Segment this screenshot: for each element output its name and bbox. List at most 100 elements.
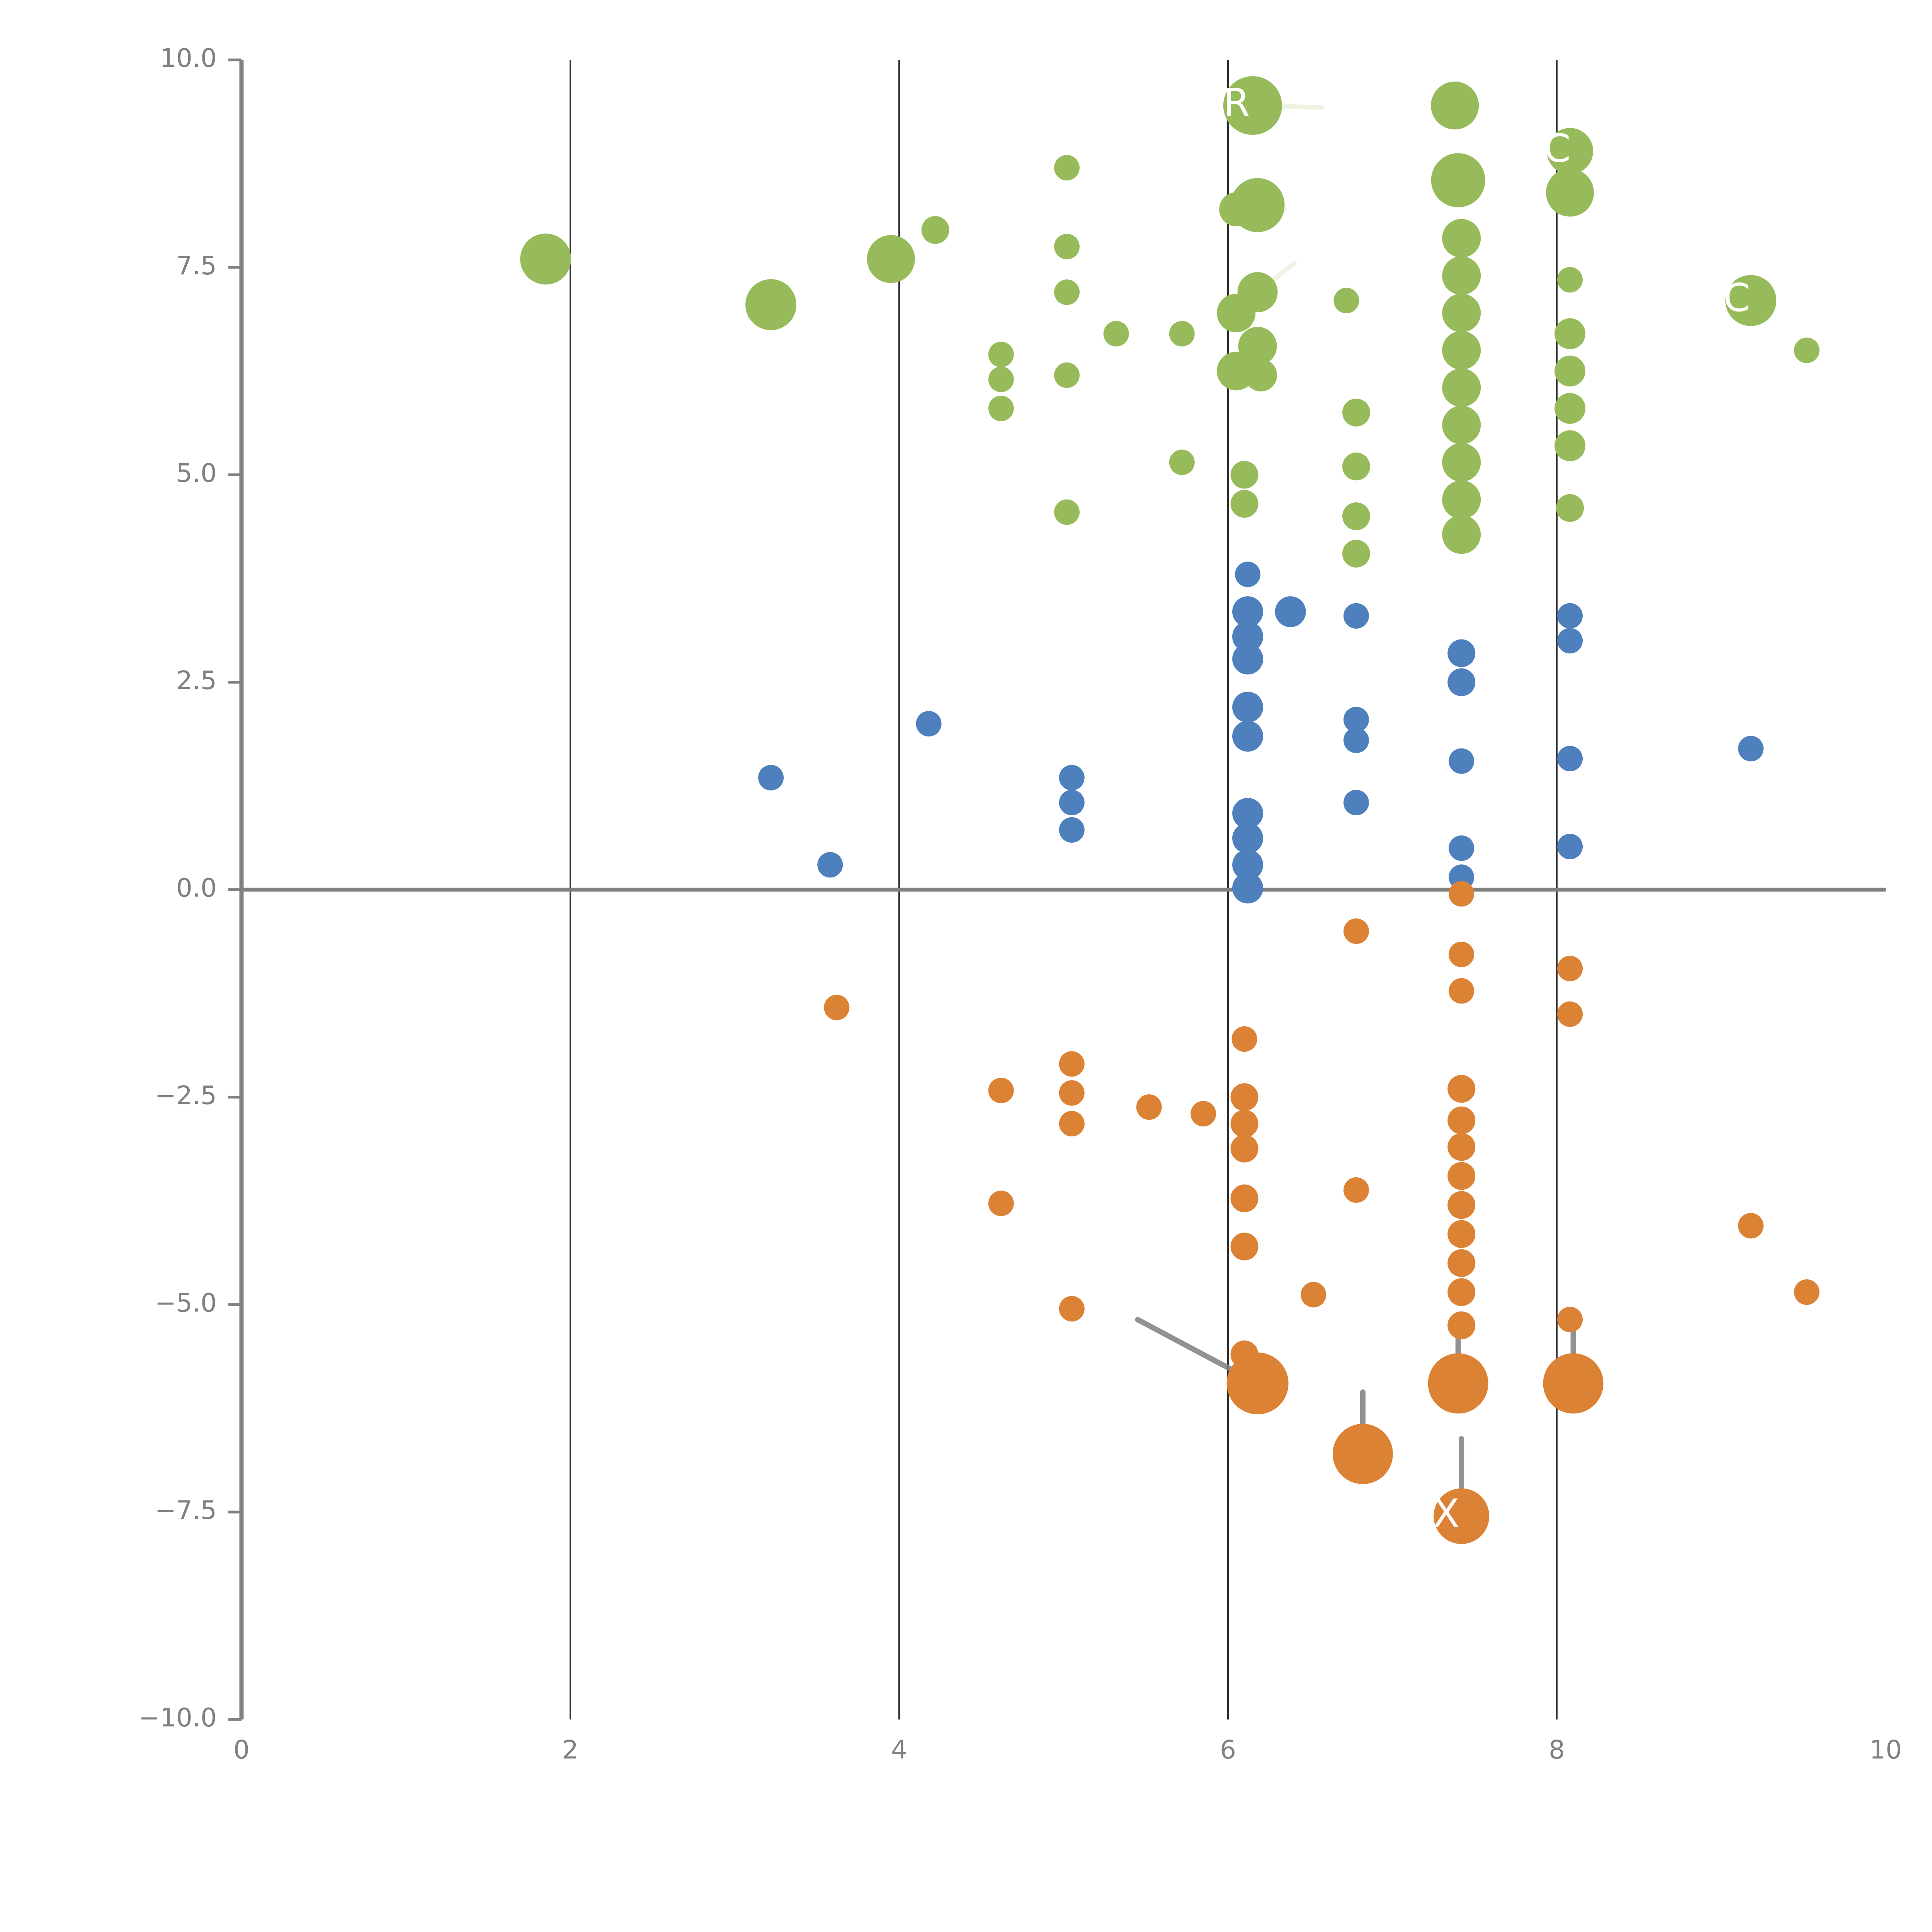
- scatter-point[interactable]: [1232, 643, 1264, 675]
- scatter-point[interactable]: [988, 342, 1014, 367]
- scatter-point[interactable]: [824, 995, 850, 1020]
- scatter-point[interactable]: [1333, 287, 1359, 313]
- scatter-point[interactable]: [1725, 275, 1777, 326]
- scatter-point[interactable]: [1442, 480, 1481, 519]
- scatter-point[interactable]: [1447, 639, 1476, 667]
- scatter-point[interactable]: [1449, 881, 1475, 907]
- scatter-point[interactable]: [1343, 707, 1369, 733]
- scatter-point[interactable]: [1557, 746, 1583, 772]
- scatter-point[interactable]: [1230, 1134, 1259, 1163]
- scatter-point[interactable]: [1447, 1162, 1476, 1190]
- scatter-point[interactable]: [1232, 721, 1264, 752]
- scatter-point[interactable]: [1447, 1075, 1476, 1103]
- scatter-point[interactable]: [1059, 790, 1085, 816]
- scatter-point[interactable]: [1557, 267, 1583, 293]
- scatter-point[interactable]: [745, 279, 797, 330]
- scatter-point[interactable]: [1449, 978, 1475, 1004]
- scatter-point[interactable]: [1449, 835, 1475, 861]
- scatter-point[interactable]: [1442, 368, 1481, 407]
- scatter-point[interactable]: [1332, 1423, 1393, 1484]
- scatter-point[interactable]: [921, 216, 949, 244]
- data-points[interactable]: [520, 76, 1820, 1544]
- scatter-point[interactable]: [1447, 1249, 1476, 1277]
- scatter-point[interactable]: [1431, 153, 1485, 207]
- scatter-point[interactable]: [1169, 449, 1195, 475]
- scatter-point[interactable]: [988, 366, 1014, 392]
- scatter-point[interactable]: [1136, 1094, 1162, 1120]
- scatter-point[interactable]: [1554, 430, 1586, 461]
- scatter-point[interactable]: [1219, 192, 1253, 226]
- scatter-point[interactable]: [1342, 398, 1370, 427]
- scatter-point[interactable]: [1447, 1133, 1476, 1161]
- scatter-point[interactable]: [988, 1190, 1014, 1216]
- scatter-point[interactable]: [1343, 790, 1369, 816]
- scatter-point[interactable]: [1235, 561, 1261, 587]
- scatter-point[interactable]: [1738, 1213, 1764, 1239]
- scatter-point[interactable]: [1231, 85, 1264, 118]
- scatter-point[interactable]: [1442, 293, 1481, 332]
- scatter-point[interactable]: [1554, 355, 1586, 387]
- scatter-point[interactable]: [1231, 1026, 1257, 1052]
- scatter-point[interactable]: [1230, 490, 1259, 518]
- scatter-point[interactable]: [1794, 337, 1820, 363]
- scatter-point[interactable]: [1556, 494, 1584, 522]
- scatter-point[interactable]: [1449, 748, 1475, 774]
- scatter-point[interactable]: [1169, 321, 1195, 347]
- scatter-point[interactable]: [1054, 234, 1080, 260]
- scatter-point[interactable]: [1245, 359, 1277, 392]
- scatter-point[interactable]: [520, 233, 571, 285]
- scatter-point[interactable]: [1342, 502, 1370, 531]
- scatter-point[interactable]: [1343, 1177, 1369, 1203]
- scatter-point[interactable]: [1226, 1352, 1289, 1415]
- scatter-point[interactable]: [1547, 128, 1594, 175]
- scatter-point[interactable]: [1794, 1279, 1820, 1305]
- scatter-point[interactable]: [1054, 279, 1080, 305]
- scatter-point[interactable]: [1442, 219, 1481, 258]
- scatter-point[interactable]: [1442, 443, 1481, 482]
- scatter-point[interactable]: [1442, 515, 1481, 554]
- scatter-point[interactable]: [1557, 1001, 1583, 1027]
- scatter-point[interactable]: [1557, 603, 1583, 629]
- scatter-point[interactable]: [1557, 628, 1583, 654]
- scatter-point[interactable]: [1343, 603, 1369, 629]
- scatter-point[interactable]: [1546, 168, 1594, 217]
- scatter-point[interactable]: [1543, 1353, 1604, 1414]
- scatter-point[interactable]: [1217, 293, 1256, 332]
- scatter-point[interactable]: [1232, 692, 1264, 723]
- scatter-point[interactable]: [988, 1078, 1014, 1104]
- scatter-point[interactable]: [1232, 621, 1264, 652]
- scatter-point[interactable]: [1301, 1282, 1327, 1308]
- scatter-point[interactable]: [817, 852, 843, 878]
- scatter-point[interactable]: [758, 765, 784, 791]
- scatter-point[interactable]: [1449, 942, 1475, 968]
- scatter-point[interactable]: [1447, 668, 1476, 696]
- scatter-point[interactable]: [1428, 1353, 1488, 1414]
- scatter-point[interactable]: [1054, 499, 1080, 525]
- scatter-point[interactable]: [1059, 1296, 1085, 1321]
- scatter-point[interactable]: [1447, 1311, 1476, 1339]
- scatter-point[interactable]: [1342, 452, 1370, 481]
- scatter-point[interactable]: [1230, 1232, 1259, 1260]
- scatter-point[interactable]: [1059, 765, 1085, 791]
- scatter-point[interactable]: [1232, 596, 1264, 628]
- scatter-point[interactable]: [1232, 872, 1264, 904]
- scatter-point[interactable]: [867, 235, 915, 283]
- scatter-point[interactable]: [1232, 798, 1264, 829]
- scatter-point[interactable]: [1442, 256, 1481, 295]
- scatter-point[interactable]: [1230, 1184, 1259, 1213]
- scatter-point[interactable]: [1431, 82, 1479, 130]
- scatter-point[interactable]: [1434, 1488, 1490, 1544]
- scatter-point[interactable]: [1059, 1080, 1085, 1106]
- scatter-point[interactable]: [1342, 539, 1370, 568]
- scatter-point[interactable]: [1557, 1306, 1583, 1332]
- scatter-point[interactable]: [1343, 727, 1369, 753]
- scatter-point[interactable]: [1442, 331, 1481, 370]
- scatter-point[interactable]: [1059, 1111, 1085, 1137]
- scatter-point[interactable]: [1447, 1191, 1476, 1219]
- scatter-point[interactable]: [1190, 1101, 1216, 1127]
- scatter-point[interactable]: [1059, 817, 1085, 843]
- scatter-point[interactable]: [1447, 1278, 1476, 1306]
- scatter-point[interactable]: [1275, 596, 1306, 628]
- scatter-point[interactable]: [1447, 1106, 1476, 1134]
- scatter-point[interactable]: [1343, 918, 1369, 944]
